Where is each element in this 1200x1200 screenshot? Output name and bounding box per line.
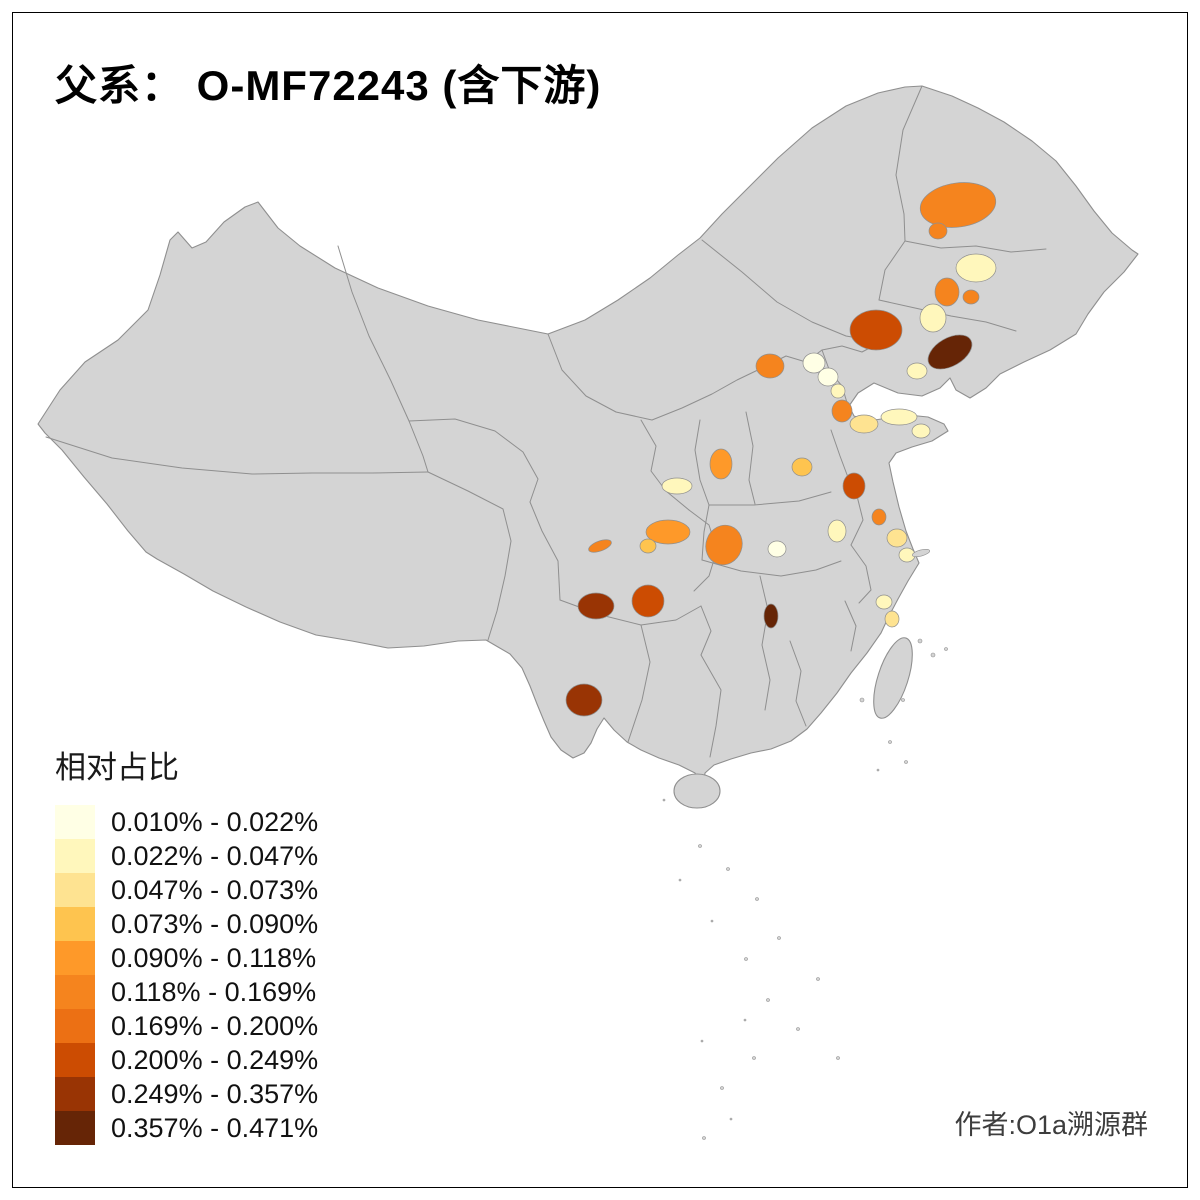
islands bbox=[662, 548, 948, 1140]
region bbox=[919, 303, 947, 333]
region bbox=[791, 457, 813, 477]
region bbox=[927, 334, 973, 370]
legend-item: 0.118% - 0.169% bbox=[55, 975, 318, 1009]
region bbox=[631, 584, 665, 618]
region bbox=[928, 222, 948, 240]
region bbox=[934, 277, 960, 307]
region bbox=[755, 353, 785, 379]
legend-swatch bbox=[55, 839, 95, 873]
region bbox=[577, 592, 615, 620]
taiwan-island bbox=[873, 637, 913, 719]
legend-item: 0.010% - 0.022% bbox=[55, 805, 318, 839]
region bbox=[645, 519, 691, 545]
colored-regions bbox=[565, 182, 997, 717]
legend-label: 0.022% - 0.047% bbox=[111, 840, 319, 871]
legend-item: 0.073% - 0.090% bbox=[55, 907, 318, 941]
region bbox=[661, 477, 693, 495]
legend-swatch bbox=[55, 1009, 95, 1043]
region bbox=[831, 399, 853, 423]
region bbox=[906, 362, 928, 380]
province-borders bbox=[45, 85, 1047, 758]
region bbox=[955, 253, 997, 283]
legend-label: 0.073% - 0.090% bbox=[111, 908, 319, 939]
region bbox=[875, 594, 893, 610]
region bbox=[849, 414, 879, 434]
mainland-outline bbox=[37, 85, 1139, 790]
legend-swatch bbox=[55, 873, 95, 907]
legend-label: 0.169% - 0.200% bbox=[111, 1010, 319, 1041]
author-credit: 作者:O1a溯源群 bbox=[954, 1110, 1148, 1140]
region bbox=[962, 289, 980, 305]
region bbox=[919, 182, 997, 228]
legend-swatch bbox=[55, 907, 95, 941]
region bbox=[884, 610, 900, 628]
legend-item: 0.090% - 0.118% bbox=[55, 941, 318, 975]
legend-title: 相对占比 bbox=[55, 750, 179, 785]
region bbox=[763, 603, 779, 629]
legend-swatch bbox=[55, 805, 95, 839]
region bbox=[767, 540, 787, 558]
region bbox=[817, 367, 839, 387]
legend-label: 0.357% - 0.471% bbox=[111, 1112, 319, 1143]
legend-item: 0.200% - 0.249% bbox=[55, 1043, 318, 1077]
region bbox=[849, 309, 903, 351]
region bbox=[705, 524, 743, 566]
legend-label: 0.200% - 0.249% bbox=[111, 1044, 319, 1075]
legend-item: 0.249% - 0.357% bbox=[55, 1077, 318, 1111]
legend-item: 0.022% - 0.047% bbox=[55, 839, 318, 873]
legend: 相对占比 0.010% - 0.022% 0.022% - 0.047% 0.0… bbox=[55, 742, 318, 1145]
legend-item: 0.357% - 0.471% bbox=[55, 1111, 318, 1145]
region bbox=[709, 448, 733, 480]
legend-swatch bbox=[55, 1077, 95, 1111]
region bbox=[565, 683, 603, 717]
legend-label: 0.047% - 0.073% bbox=[111, 874, 319, 905]
legend-label: 0.249% - 0.357% bbox=[111, 1078, 319, 1109]
legend-label: 0.090% - 0.118% bbox=[111, 942, 317, 973]
region bbox=[639, 538, 657, 554]
hainan-island bbox=[673, 773, 721, 809]
region bbox=[842, 472, 866, 500]
legend-item: 0.169% - 0.200% bbox=[55, 1009, 318, 1043]
region bbox=[911, 423, 931, 439]
legend-label: 0.118% - 0.169% bbox=[111, 976, 317, 1007]
legend-item: 0.047% - 0.073% bbox=[55, 873, 318, 907]
legend-swatch bbox=[55, 975, 95, 1009]
legend-label: 0.010% - 0.022% bbox=[111, 806, 319, 837]
legend-swatch bbox=[55, 941, 95, 975]
region bbox=[886, 528, 908, 548]
legend-swatch bbox=[55, 1111, 95, 1145]
legend-swatch bbox=[55, 1043, 95, 1077]
region bbox=[830, 383, 846, 399]
region bbox=[827, 519, 847, 543]
region bbox=[802, 352, 826, 374]
region bbox=[871, 508, 887, 526]
region bbox=[880, 408, 918, 426]
page-title: 父系： O-MF72243 (含下游) bbox=[55, 62, 602, 109]
region bbox=[588, 539, 612, 553]
